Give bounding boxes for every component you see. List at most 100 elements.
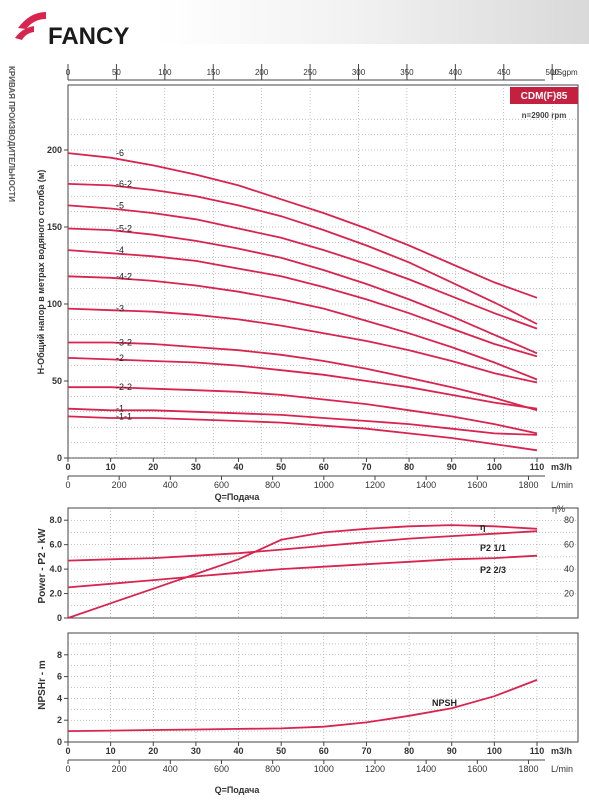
- y-tick-label: 200: [47, 145, 62, 155]
- curve-label: -6-2: [116, 179, 132, 189]
- lpm-tick-label: 1800: [518, 764, 538, 774]
- series-label: P2 2/3: [480, 565, 506, 575]
- curve--2-2: [68, 386, 538, 435]
- x-tick-label: 110: [530, 462, 545, 472]
- usgpm-tick-label: 0: [66, 68, 71, 77]
- series-label: P2 1/1: [480, 543, 506, 553]
- x-tick-label: 90: [447, 462, 457, 472]
- speed-label: n=2900 rpm: [522, 111, 567, 120]
- head-flow-chart: 0 50 100 150 200 250 300 350 400 450 5000501001502…: [47, 64, 579, 490]
- curve-label: -2: [116, 353, 124, 363]
- y-tick-label: 4.0: [49, 564, 62, 574]
- x-tick-label: 40: [234, 746, 244, 756]
- curve-P2-2/3: [67, 554, 538, 589]
- y-axis-label: H-Общий напор в метрах водяного столба (…: [36, 170, 46, 375]
- model-tag: [510, 87, 578, 104]
- y-tick-label: 50: [52, 376, 62, 386]
- npsh-axis-label: NPSHr - m: [37, 660, 48, 710]
- curve-label: -5: [116, 200, 124, 210]
- x-tick-label: 90: [447, 746, 457, 756]
- power-efficiency-chart: 0 2.0 4.0 6.0 8.0 20 40 60 80 η P2 1/1 P2 2/3: [49, 507, 579, 623]
- y-tick-label: 8.0: [49, 515, 62, 525]
- y2-tick-label: 60: [564, 540, 574, 550]
- lpm-tick-label: 1400: [416, 480, 436, 490]
- plot-frame: [67, 507, 579, 619]
- curve--4-2: [67, 275, 538, 381]
- curve-label: -6: [116, 148, 124, 158]
- power-axis-label: Power - P2 - kW: [37, 528, 48, 604]
- usgpm-tick-label: 400: [449, 68, 463, 77]
- y-tick-label: 0: [57, 453, 62, 463]
- curve--2: [67, 357, 538, 410]
- curve--5: [67, 204, 538, 330]
- x-tick-label: 20: [148, 462, 158, 472]
- y-tick-label: 0: [57, 613, 62, 623]
- curve-label: -1-1: [116, 411, 132, 421]
- fancy-logo-icon: [15, 12, 46, 40]
- lpm-tick-label: 200: [112, 480, 127, 490]
- lpm-tick-label: 1600: [467, 480, 487, 490]
- curve-label: -3: [116, 304, 124, 314]
- x-tick-label: 50: [276, 746, 286, 756]
- curve-label: -4-2: [116, 271, 132, 281]
- lpm-tick-label: 200: [112, 764, 127, 774]
- x-tick-label: 100: [487, 462, 502, 472]
- x-tick-label: 60: [319, 462, 329, 472]
- curve--3-2: [68, 341, 538, 412]
- x-unit-lpm-bottom: L/min: [551, 764, 573, 774]
- usgpm-tick-label: 50: [112, 68, 121, 77]
- curve-NPSH: [67, 679, 538, 732]
- y-tick-label: 8: [57, 650, 62, 660]
- x-axis-label: Q=Подача: [215, 492, 261, 502]
- curve-label: -4: [116, 245, 124, 255]
- x-tick-label: 40: [234, 462, 244, 472]
- y-tick-label: 100: [47, 299, 62, 309]
- brand-name: FANCY: [48, 23, 129, 50]
- curve--3: [67, 307, 538, 384]
- curve--6: [67, 152, 538, 299]
- curve-label: -1: [116, 404, 124, 414]
- lpm-tick-label: 1400: [416, 764, 436, 774]
- x-tick-label: 70: [361, 746, 371, 756]
- x-tick-label: 80: [404, 746, 414, 756]
- lpm-tick-label: 800: [265, 480, 280, 490]
- lpm-tick-label: 600: [214, 764, 229, 774]
- lpm-tick-label: 1200: [365, 480, 385, 490]
- y2-tick-label: 80: [564, 515, 574, 525]
- y-tick-label: 150: [47, 222, 62, 232]
- x-axis-label-bottom: Q=Подача: [215, 785, 261, 795]
- usgpm-tick-label: 250: [303, 68, 317, 77]
- x-tick-label: 10: [106, 462, 116, 472]
- plot-frame: [67, 84, 579, 459]
- lpm-tick-label: 1000: [314, 480, 334, 490]
- curve-label: -2-2: [116, 382, 132, 392]
- usgpm-tick-label: 150: [207, 68, 221, 77]
- y-tick-label: 6: [57, 672, 62, 682]
- y2-tick-label: 40: [564, 564, 574, 574]
- curve--6-2: [67, 183, 538, 325]
- series-label: NPSH: [432, 698, 457, 708]
- y-tick-label: 0: [57, 737, 62, 747]
- x-tick-label: 30: [191, 746, 201, 756]
- side-title: КРИВАЯ ПРОИЗВОДИТЕЛЬНОСТИ: [7, 66, 16, 202]
- usgpm-tick-label: 100: [158, 68, 172, 77]
- x-tick-label: 0: [65, 746, 70, 756]
- x-unit-m3h-bottom: m3/h: [551, 746, 572, 756]
- curve-η: [67, 524, 538, 619]
- lpm-tick-label: 800: [265, 764, 280, 774]
- x-tick-label: 60: [319, 746, 329, 756]
- lpm-tick-label: 1600: [467, 764, 487, 774]
- curve--5-2: [67, 227, 538, 355]
- y-tick-label: 2.0: [49, 589, 62, 599]
- lpm-tick-label: 400: [163, 480, 178, 490]
- x-unit-usgpm: USgpm: [551, 68, 578, 77]
- lpm-tick-label: 1000: [314, 764, 334, 774]
- lpm-tick-label: 0: [65, 480, 70, 490]
- usgpm-tick-label: 450: [497, 68, 511, 77]
- x-tick-label: 100: [487, 746, 502, 756]
- model-tag-text: CDM(F)85: [521, 91, 568, 102]
- x-tick-label: 0: [65, 462, 70, 472]
- y-tick-label: 4: [57, 693, 62, 703]
